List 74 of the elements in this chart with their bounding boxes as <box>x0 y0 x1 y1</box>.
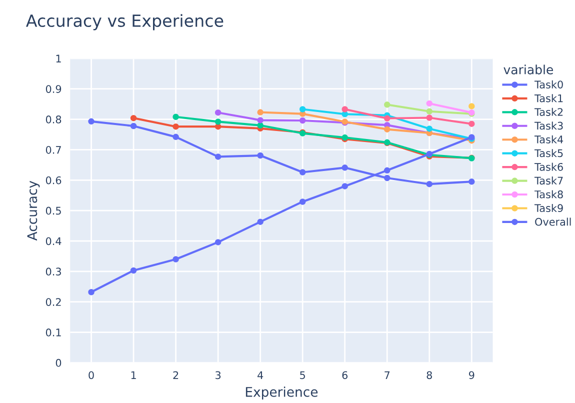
point <box>384 115 390 122</box>
point <box>172 123 179 130</box>
point <box>214 109 222 116</box>
point <box>342 164 348 171</box>
y-tick-label: 0.2 <box>46 298 61 306</box>
point <box>257 218 264 225</box>
x-tick-label: 5 <box>300 371 305 380</box>
point <box>214 123 222 130</box>
point <box>257 109 264 116</box>
legend-label: Task2 <box>534 108 563 116</box>
y-tick-label: 0.7 <box>46 146 61 154</box>
point <box>257 152 264 159</box>
point <box>426 114 433 121</box>
legend-label: Task7 <box>534 176 563 185</box>
x-tick-label: 2 <box>173 371 178 379</box>
point <box>342 106 348 112</box>
legend-label: Task5 <box>534 149 563 158</box>
y-tick-label: 0.8 <box>46 116 62 124</box>
point <box>257 122 264 128</box>
point <box>426 100 433 107</box>
x-tick-label: 9 <box>468 371 474 380</box>
point <box>214 239 222 246</box>
point <box>299 198 306 205</box>
x-axis-title: Experience <box>246 386 318 400</box>
point <box>468 178 475 185</box>
point <box>257 117 264 124</box>
point <box>426 108 433 115</box>
point <box>342 183 348 190</box>
y-tick-label: 1 <box>56 54 61 62</box>
y-tick-label: 0.6 <box>46 176 62 184</box>
x-tick-label: 6 <box>342 371 348 380</box>
y-tick-label: 0.4 <box>46 237 62 246</box>
point <box>214 118 222 125</box>
x-tick-label: 8 <box>426 371 432 380</box>
legend-label: Overall <box>535 218 571 226</box>
x-tick-label: 3 <box>216 371 221 380</box>
legend-label: Task1 <box>534 94 563 102</box>
y-axis-title: Accuracy <box>27 180 40 241</box>
legend-label: Task6 <box>534 162 563 171</box>
y-tick-label: 0.3 <box>46 268 61 276</box>
point <box>130 122 137 130</box>
point <box>468 120 475 127</box>
x-tick-label: 7 <box>384 371 390 379</box>
point <box>384 126 390 132</box>
y-tick-label: 0.9 <box>46 85 62 93</box>
point <box>172 256 179 262</box>
legend-label: Task9 <box>534 204 563 212</box>
point <box>299 169 306 176</box>
point <box>426 126 433 132</box>
x-tick-label: 1 <box>131 371 136 379</box>
y-tick-label: 0.1 <box>46 328 61 336</box>
legend-label: Task4 <box>534 135 564 144</box>
point <box>130 114 137 122</box>
point <box>172 114 179 120</box>
y-tick-label: 0.5 <box>46 206 61 215</box>
chart-title: Accuracy vs Experience <box>26 14 224 30</box>
point <box>130 267 137 274</box>
point <box>384 174 390 182</box>
point <box>426 180 433 188</box>
legend-label: Task3 <box>534 122 563 130</box>
y-tick-label: 0 <box>56 358 62 367</box>
point <box>299 106 306 112</box>
point <box>88 118 94 125</box>
point <box>299 117 306 124</box>
legend-title: variable <box>504 64 554 74</box>
legend-label: Task8 <box>534 190 563 198</box>
point <box>172 134 179 140</box>
x-tick-label: 4 <box>258 371 264 379</box>
point <box>88 288 94 296</box>
point <box>214 154 222 160</box>
point <box>384 167 390 174</box>
legend-label: Task0 <box>534 80 563 88</box>
x-tick-label: 0 <box>88 371 94 380</box>
point <box>384 102 390 108</box>
